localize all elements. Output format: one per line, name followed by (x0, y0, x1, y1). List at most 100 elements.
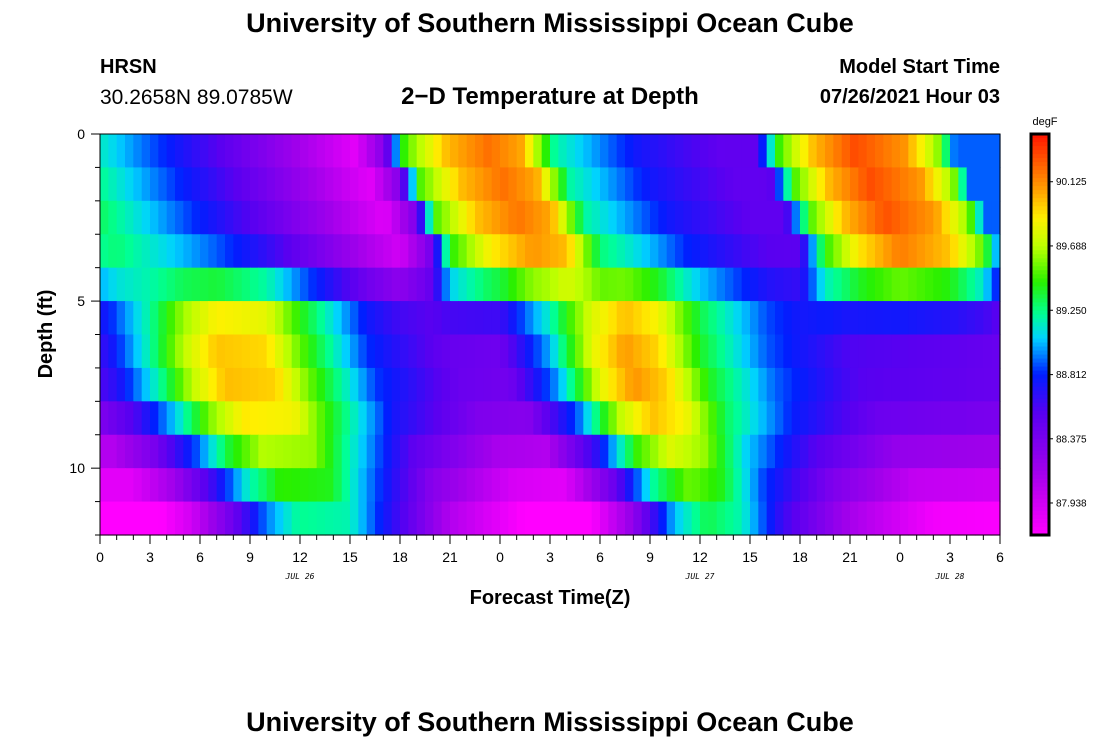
heatmap-cell (991, 200, 1001, 235)
heatmap-cell (425, 501, 434, 536)
heatmap-cell (641, 234, 651, 269)
heatmap-cell (275, 134, 284, 169)
heatmap-cell (333, 434, 343, 469)
heatmap-cell (825, 200, 834, 235)
heatmap-cell (408, 501, 418, 536)
heatmap-cell (733, 234, 743, 269)
heatmap-cell (400, 301, 409, 336)
heatmap-cell (983, 267, 993, 302)
heatmap-cell (158, 367, 168, 402)
heatmap-cell (783, 501, 793, 536)
colorbar-segment (1031, 282, 1049, 287)
heatmap-cell (875, 234, 884, 269)
colorbar-segment (1031, 326, 1049, 332)
heatmap-cell (225, 501, 234, 536)
heatmap-cell (700, 367, 709, 402)
heatmap-cell (875, 434, 884, 469)
heatmap-cell (516, 334, 526, 369)
heatmap-cell (166, 134, 176, 169)
heatmap-cell (475, 167, 484, 202)
heatmap-cell (875, 200, 884, 235)
heatmap-cell (191, 367, 201, 402)
heatmap-cell (541, 234, 551, 269)
heatmap-cell (875, 468, 884, 503)
heatmap-cell (250, 167, 259, 202)
heatmap-cell (525, 234, 534, 269)
heatmap-cell (941, 501, 951, 536)
heatmap-cell (808, 501, 818, 536)
heatmap-cell (950, 267, 959, 302)
heatmap-cell (733, 367, 743, 402)
heatmap-cell (316, 134, 326, 169)
heatmap-cell (808, 301, 818, 336)
heatmap-cell (125, 200, 134, 235)
heatmap-cell (858, 501, 868, 536)
heatmap-cell (841, 401, 851, 436)
heatmap-cell (133, 167, 143, 202)
heatmap-cell (366, 200, 376, 235)
heatmap-cell (833, 134, 843, 169)
heatmap-cell (450, 334, 459, 369)
colorbar-segment (1031, 386, 1049, 392)
heatmap-cell (100, 301, 109, 336)
heatmap-cell (391, 234, 401, 269)
heatmap-cell (966, 234, 976, 269)
heatmap-cell (266, 434, 276, 469)
heatmap-cell (658, 134, 668, 169)
heatmap-cell (200, 501, 209, 536)
heatmap-cell (541, 468, 551, 503)
heatmap-cell (675, 167, 684, 202)
heatmap-cell (791, 134, 801, 169)
heatmap-cell (766, 200, 776, 235)
heatmap-cell (525, 134, 534, 169)
heatmap-cell (400, 234, 409, 269)
heatmap-cell (750, 367, 759, 402)
heatmap-cell (975, 167, 984, 202)
heatmap-cell (891, 134, 901, 169)
heatmap-cell (716, 167, 726, 202)
heatmap-cell (425, 401, 434, 436)
heatmap-cell (658, 367, 668, 402)
heatmap-cell (341, 234, 351, 269)
heatmap-cell (775, 501, 784, 536)
heatmap-cell (466, 234, 476, 269)
heatmap-cell (225, 434, 234, 469)
heatmap-cell (591, 167, 601, 202)
heatmap-cell (733, 401, 743, 436)
heatmap-cell (908, 301, 918, 336)
colorbar-segment (1031, 354, 1049, 360)
heatmap-cell (758, 434, 768, 469)
heatmap-cell (508, 234, 518, 269)
heatmap-cell (458, 234, 468, 269)
heatmap-cell (666, 468, 676, 503)
heatmap-cell (700, 134, 709, 169)
heatmap-cell (816, 267, 826, 302)
heatmap-cell (100, 267, 109, 302)
heatmap-cell (250, 301, 259, 336)
heatmap-cell (300, 234, 309, 269)
heatmap-cell (766, 367, 776, 402)
heatmap-cell (833, 367, 843, 402)
heatmap-cell (375, 267, 384, 302)
heatmap-cell (650, 234, 659, 269)
heatmap-cell (825, 267, 834, 302)
heatmap-cell (966, 401, 976, 436)
heatmap-cell (283, 200, 293, 235)
heatmap-cell (575, 501, 584, 536)
heatmap-cell (225, 468, 234, 503)
heatmap-cell (241, 401, 251, 436)
heatmap-cell (525, 434, 534, 469)
heatmap-cell (841, 134, 851, 169)
heatmap-cell (416, 501, 426, 536)
heatmap-cell (100, 200, 109, 235)
heatmap-cell (341, 301, 351, 336)
colorbar-segment (1031, 234, 1049, 239)
heatmap-cell (858, 134, 868, 169)
heatmap-cell (616, 267, 626, 302)
heatmap-cell (316, 367, 326, 402)
heatmap-cell (883, 234, 893, 269)
heatmap-cell (758, 367, 768, 402)
x-axis-label: Forecast Time(Z) (470, 587, 631, 609)
heatmap-cell (775, 301, 784, 336)
heatmap-cell (200, 200, 209, 235)
